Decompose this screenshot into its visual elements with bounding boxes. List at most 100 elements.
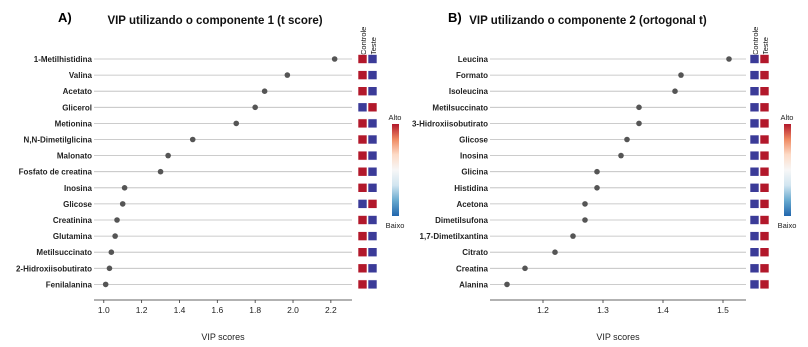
heat-cell-controle (357, 279, 368, 290)
x-tick-label: 1.2 (537, 305, 549, 315)
heat-cell-teste (367, 199, 378, 209)
heat-cell-teste (759, 247, 770, 257)
vip-point (636, 120, 642, 127)
heat-cell-teste (759, 118, 770, 129)
heat-cell-controle (749, 183, 760, 193)
heat-cell-teste (759, 183, 770, 193)
vip-point (252, 104, 258, 111)
x-tick-label: 1.5 (717, 305, 729, 315)
heat-cell-controle (357, 134, 368, 145)
heat-cell-controle (357, 118, 368, 129)
metabolite-label: Inosina (64, 184, 93, 193)
heat-cell-teste (759, 102, 770, 113)
heat-cell-teste (759, 231, 770, 241)
heat-cell-teste (759, 279, 770, 290)
heat-cell-controle (749, 86, 760, 96)
vip-point (594, 168, 600, 175)
metabolite-label: Glicerol (62, 103, 92, 112)
heat-cell-controle (357, 166, 368, 177)
heat-cell-controle (749, 70, 760, 80)
heat-cell-teste (367, 70, 378, 80)
legend-low-label: Baixo (778, 221, 797, 230)
heat-cell-controle (749, 263, 760, 274)
legend-low-label: Baixo (386, 221, 405, 230)
heat-cell-controle (357, 183, 368, 193)
metabolite-label: Glicina (461, 168, 488, 177)
heat-cell-controle (749, 134, 760, 145)
metabolite-label: Glicose (459, 136, 488, 145)
heat-cell-controle (357, 263, 368, 274)
heat-cell-teste (759, 215, 770, 225)
legend-colorbar (784, 124, 791, 216)
x-tick-label: 1.4 (657, 305, 669, 315)
panel-label: B) (448, 10, 462, 25)
heat-cell-controle (357, 247, 368, 257)
vip-panel-a: A) VIP utilizando o componente 1 (t score… (16, 10, 404, 342)
vip-point (261, 88, 268, 94)
metabolite-label: Citrato (462, 248, 488, 257)
vip-point (624, 136, 630, 143)
vip-point (114, 217, 120, 223)
heat-cell-controle (749, 150, 760, 161)
vip-point (672, 88, 678, 94)
vip-point (165, 152, 171, 159)
heat-cell-controle (749, 118, 760, 129)
metabolite-label: Isoleucina (449, 87, 489, 96)
heat-header-teste: Teste (761, 37, 770, 55)
heat-cell-teste (759, 199, 770, 209)
heat-cell-controle (749, 279, 760, 290)
vip-point (233, 120, 240, 127)
chart-title: VIP utilizando o componente 1 (t score) (107, 15, 322, 27)
heat-cell-teste (759, 54, 770, 64)
heat-cell-controle (749, 54, 760, 64)
legend-colorbar (392, 124, 399, 216)
heat-header-controle: Controle (751, 27, 760, 55)
vip-point (157, 168, 164, 175)
metabolite-label: Alanina (459, 280, 488, 289)
heat-cell-controle (749, 199, 760, 209)
heat-cell-controle (357, 231, 368, 241)
heat-cell-teste (759, 263, 770, 274)
metabolite-label: Valina (69, 71, 93, 80)
x-tick-label: 1.3 (597, 305, 609, 315)
metabolite-label: 2-Hidroxiisobutirato (16, 264, 92, 273)
legend-high-label: Alto (389, 113, 402, 122)
heat-cell-teste (367, 247, 378, 257)
metabolite-label: Fosfato de creatina (19, 168, 93, 177)
vip-point (594, 185, 600, 191)
heat-cell-teste (759, 134, 770, 145)
heat-cell-teste (759, 86, 770, 96)
heat-cell-teste (759, 70, 770, 80)
panel-label: A) (58, 10, 72, 25)
metabolite-label: Metilsuccinato (432, 103, 488, 112)
heat-cell-teste (759, 150, 770, 161)
vip-point (119, 201, 126, 207)
x-axis-title: VIP scores (596, 332, 640, 342)
heat-cell-teste (367, 231, 378, 241)
heat-cell-teste (367, 215, 378, 225)
heat-cell-teste (759, 166, 770, 177)
heat-cell-controle (749, 166, 760, 177)
vip-point (108, 249, 115, 255)
vip-point (636, 104, 642, 111)
heat-cell-controle (357, 70, 368, 80)
heat-cell-controle (749, 215, 760, 225)
vip-point (284, 72, 291, 78)
metabolite-label: Acetona (456, 200, 488, 209)
metabolite-label: Glutamina (53, 232, 93, 241)
heat-cell-teste (367, 86, 378, 96)
metabolite-label: Acetato (63, 87, 92, 96)
heat-cell-controle (357, 54, 368, 64)
vip-point (504, 281, 510, 288)
heat-header-controle: Controle (359, 27, 368, 55)
metabolite-label: Malonato (57, 152, 92, 161)
heat-cell-teste (367, 166, 378, 177)
heat-cell-controle (357, 86, 368, 96)
x-tick-label: 1.4 (174, 305, 186, 315)
vip-point (112, 233, 118, 239)
vip-point (618, 152, 624, 159)
metabolite-label: 3-Hidroxiisobutirato (412, 119, 488, 128)
metabolite-label: Metilsuccinato (36, 248, 92, 257)
vip-point (678, 72, 684, 78)
